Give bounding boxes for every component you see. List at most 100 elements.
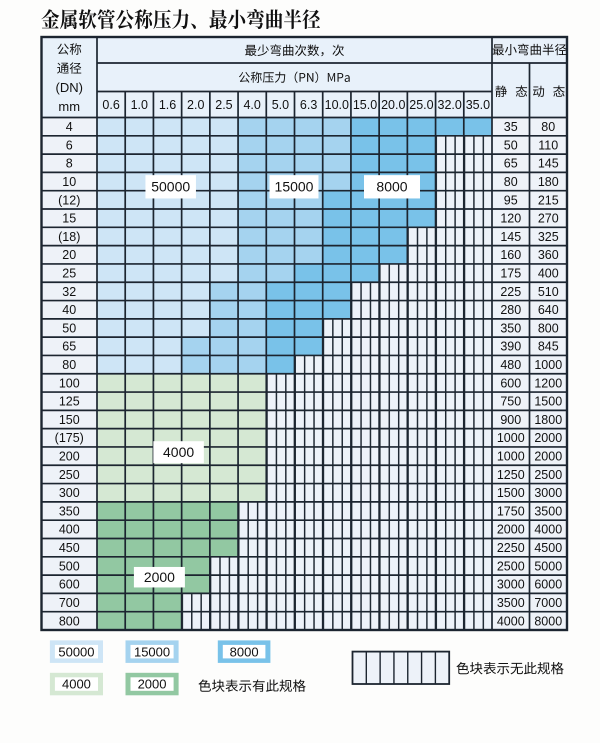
svg-text:15000: 15000 [275, 179, 314, 195]
svg-text:1500: 1500 [534, 395, 562, 409]
svg-text:32: 32 [62, 285, 76, 299]
svg-text:1000: 1000 [497, 431, 525, 445]
svg-text:3500: 3500 [497, 596, 525, 610]
svg-text:3000: 3000 [497, 578, 525, 592]
svg-text:5.0: 5.0 [272, 98, 289, 112]
svg-text:640: 640 [538, 303, 559, 317]
svg-text:25.0: 25.0 [409, 98, 433, 112]
svg-text:2000: 2000 [144, 569, 175, 585]
svg-text:270: 270 [538, 212, 559, 226]
svg-text:20.0: 20.0 [381, 98, 405, 112]
svg-text:180: 180 [538, 175, 559, 189]
svg-text:80: 80 [62, 358, 76, 372]
svg-text:6000: 6000 [534, 578, 562, 592]
svg-text:(DN): (DN) [56, 80, 83, 95]
svg-text:280: 280 [500, 303, 521, 317]
svg-text:2000: 2000 [534, 431, 562, 445]
svg-text:2.5: 2.5 [215, 98, 232, 112]
svg-text:4000: 4000 [534, 523, 562, 537]
svg-text:215: 215 [538, 193, 559, 207]
svg-text:750: 750 [500, 395, 521, 409]
svg-text:4000: 4000 [62, 677, 91, 692]
svg-text:6: 6 [66, 138, 73, 152]
svg-text:390: 390 [500, 340, 521, 354]
svg-text:145: 145 [500, 230, 521, 244]
svg-text:2000: 2000 [534, 450, 562, 464]
svg-text:1000: 1000 [497, 450, 525, 464]
svg-text:800: 800 [59, 614, 80, 628]
svg-text:25: 25 [62, 266, 76, 280]
svg-text:0.6: 0.6 [102, 98, 119, 112]
svg-text:15000: 15000 [134, 644, 170, 659]
svg-text:200: 200 [59, 450, 80, 464]
svg-text:35: 35 [504, 120, 518, 134]
svg-text:20: 20 [62, 248, 76, 262]
svg-text:600: 600 [59, 578, 80, 592]
svg-text:2.0: 2.0 [187, 98, 204, 112]
svg-text:15.0: 15.0 [353, 98, 377, 112]
svg-text:4000: 4000 [163, 444, 194, 460]
svg-text:4: 4 [66, 120, 73, 134]
svg-text:1250: 1250 [497, 468, 525, 482]
svg-text:450: 450 [59, 541, 80, 555]
svg-text:2500: 2500 [534, 468, 562, 482]
svg-text:325: 325 [538, 230, 559, 244]
svg-text:8: 8 [66, 157, 73, 171]
svg-text:50000: 50000 [151, 179, 190, 195]
svg-text:150: 150 [59, 413, 80, 427]
svg-text:145: 145 [538, 157, 559, 171]
svg-text:8000: 8000 [534, 614, 562, 628]
svg-text:6.3: 6.3 [300, 98, 317, 112]
svg-text:10: 10 [62, 175, 76, 189]
svg-text:300: 300 [59, 486, 80, 500]
svg-text:2000: 2000 [138, 677, 167, 692]
svg-text:480: 480 [500, 358, 521, 372]
svg-text:mm: mm [58, 99, 80, 114]
svg-text:225: 225 [500, 285, 521, 299]
svg-text:600: 600 [500, 376, 521, 390]
svg-text:4.0: 4.0 [243, 98, 260, 112]
svg-text:800: 800 [538, 321, 559, 335]
svg-text:8000: 8000 [376, 179, 407, 195]
svg-text:900: 900 [500, 413, 521, 427]
svg-text:350: 350 [59, 504, 80, 518]
svg-text:2000: 2000 [497, 523, 525, 537]
svg-text:40: 40 [62, 303, 76, 317]
svg-text:(18): (18) [58, 230, 80, 244]
svg-text:250: 250 [59, 468, 80, 482]
svg-text:4500: 4500 [534, 541, 562, 555]
svg-text:4000: 4000 [497, 614, 525, 628]
svg-text:32.0: 32.0 [438, 98, 462, 112]
svg-text:400: 400 [538, 266, 559, 280]
svg-text:360: 360 [538, 248, 559, 262]
svg-text:400: 400 [59, 523, 80, 537]
svg-text:2500: 2500 [497, 559, 525, 573]
svg-text:35.0: 35.0 [466, 98, 490, 112]
svg-text:(175): (175) [55, 431, 84, 445]
svg-text:50: 50 [504, 138, 518, 152]
svg-text:5000: 5000 [534, 559, 562, 573]
svg-text:160: 160 [500, 248, 521, 262]
svg-text:8000: 8000 [230, 644, 259, 659]
svg-text:80: 80 [504, 175, 518, 189]
svg-text:3000: 3000 [534, 486, 562, 500]
svg-text:80: 80 [541, 120, 555, 134]
svg-text:175: 175 [500, 266, 521, 280]
svg-text:2250: 2250 [497, 541, 525, 555]
svg-text:1.6: 1.6 [159, 98, 176, 112]
svg-text:7000: 7000 [534, 596, 562, 610]
svg-text:95: 95 [504, 193, 518, 207]
svg-text:120: 120 [500, 212, 521, 226]
svg-text:510: 510 [538, 285, 559, 299]
svg-text:3500: 3500 [534, 504, 562, 518]
svg-text:700: 700 [59, 596, 80, 610]
svg-text:65: 65 [62, 340, 76, 354]
svg-text:65: 65 [504, 157, 518, 171]
svg-text:1000: 1000 [534, 358, 562, 372]
svg-text:100: 100 [59, 376, 80, 390]
svg-text:50000: 50000 [58, 644, 94, 659]
svg-text:1500: 1500 [497, 486, 525, 500]
svg-text:350: 350 [500, 321, 521, 335]
svg-text:50: 50 [62, 321, 76, 335]
svg-text:1.0: 1.0 [131, 98, 148, 112]
